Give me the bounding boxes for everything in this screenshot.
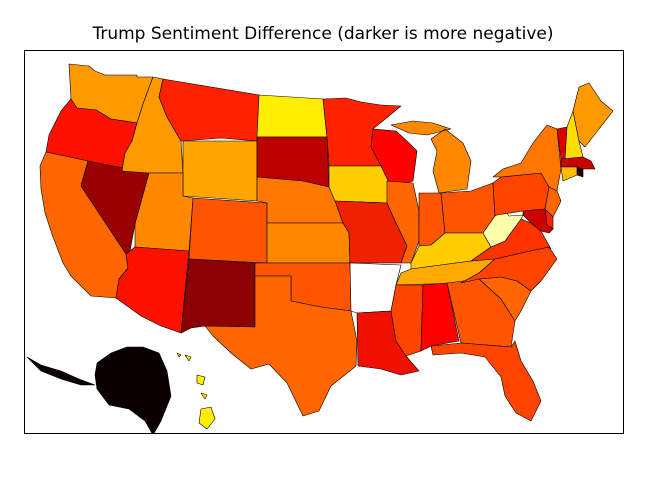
state-WI[interactable] [370, 128, 418, 188]
map-title: Trump Sentiment Difference (darker is mo… [92, 24, 554, 44]
state-MD[interactable] [522, 208, 554, 234]
state-AK[interactable] [26, 346, 172, 434]
state-CT[interactable] [560, 166, 578, 182]
state-FL[interactable] [430, 340, 542, 422]
state-RI[interactable] [576, 166, 584, 178]
state-ME[interactable] [572, 82, 614, 148]
state-NY[interactable] [492, 124, 562, 192]
state-AL[interactable] [420, 282, 460, 352]
map-frame [24, 50, 624, 434]
state-MI[interactable] [390, 120, 472, 194]
us-map [26, 63, 614, 434]
state-WY[interactable] [182, 140, 258, 202]
state-NM[interactable] [180, 258, 256, 334]
state-KS[interactable] [266, 222, 351, 264]
state-AZ[interactable] [115, 246, 190, 334]
state-CO[interactable] [188, 197, 268, 264]
state-HI[interactable] [176, 352, 216, 430]
state-IA[interactable] [328, 165, 392, 204]
state-NJ[interactable] [544, 186, 562, 218]
state-ND[interactable] [256, 94, 328, 138]
state-TX[interactable] [204, 275, 358, 417]
state-NH[interactable] [564, 110, 584, 160]
state-NC[interactable] [460, 246, 558, 292]
state-IL[interactable] [386, 180, 420, 264]
